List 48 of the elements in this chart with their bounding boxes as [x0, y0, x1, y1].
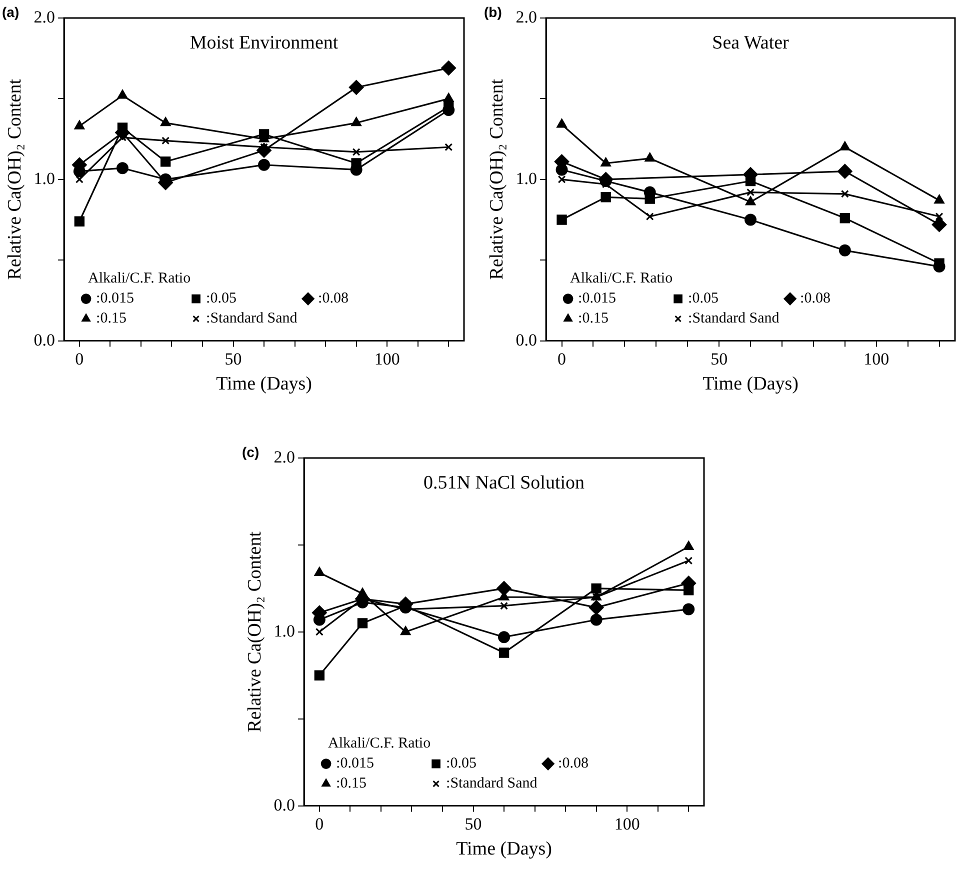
legend-label: :Standard Sand: [446, 776, 538, 792]
text: (b): [484, 4, 502, 20]
legend-label: :0.05: [688, 290, 718, 307]
x-axis-title: Time (Days): [456, 838, 552, 860]
x-axis-title: Time (Days): [216, 374, 312, 395]
text: (c): [242, 444, 260, 460]
x-tick-label: 100: [864, 349, 890, 368]
y-axis-title: Relative Ca(OH)₂ Content: [4, 78, 26, 280]
x-tick-label: 100: [614, 814, 640, 834]
legend-label: :0.015: [96, 290, 134, 307]
x-tick-label: 0: [75, 349, 84, 368]
text: Sea Water: [712, 32, 790, 54]
y-tick-label: 2.0: [516, 7, 538, 26]
y-axis-title: Relative Ca(OH)₂ Content: [244, 530, 266, 732]
legend-label: :0.15: [578, 310, 608, 327]
legend-label: :0.015: [578, 290, 616, 307]
text: (a): [2, 4, 20, 20]
legend-title: Alkali/C.F. Ratio: [328, 736, 431, 752]
legend-label: :0.05: [206, 290, 236, 307]
legend-label: :0.15: [96, 310, 126, 327]
y-tick-label: 2.0: [274, 447, 296, 466]
x-tick-label: 100: [374, 349, 400, 368]
legend-label: :Standard Sand: [206, 310, 298, 327]
x-tick-label: 0: [558, 349, 566, 368]
x-tick-label: 0: [315, 814, 324, 834]
legend-title: Alkali/C.F. Ratio: [88, 270, 191, 287]
x-tick-label: 50: [710, 349, 728, 368]
y-tick-label: 0.0: [34, 330, 56, 350]
legend-label: :Standard Sand: [688, 310, 780, 327]
legend-label: :0.08: [318, 290, 348, 307]
y-tick-label: 1.0: [34, 168, 56, 188]
x-tick-label: 50: [464, 814, 482, 834]
x-tick-label: 50: [224, 349, 242, 368]
legend-title: Alkali/C.F. Ratio: [570, 270, 673, 287]
legend-label: :0.15: [336, 776, 366, 792]
y-tick-label: 1.0: [516, 168, 538, 188]
y-tick-label: 2.0: [34, 7, 56, 26]
text: Moist Environment: [190, 32, 339, 54]
y-tick-label: 1.0: [274, 621, 296, 640]
x-axis-title: Time (Days): [702, 374, 798, 395]
y-tick-label: 0.0: [274, 795, 296, 814]
y-tick-label: 0.0: [516, 330, 538, 350]
legend-label: :0.08: [800, 290, 830, 307]
legend-label: :0.05: [446, 756, 476, 772]
legend-label: :0.08: [558, 756, 588, 772]
text: 0.51N NaCl Solution: [424, 472, 586, 494]
legend-label: :0.015: [336, 756, 374, 772]
y-axis-title: Relative Ca(OH)₂ Content: [486, 78, 508, 280]
